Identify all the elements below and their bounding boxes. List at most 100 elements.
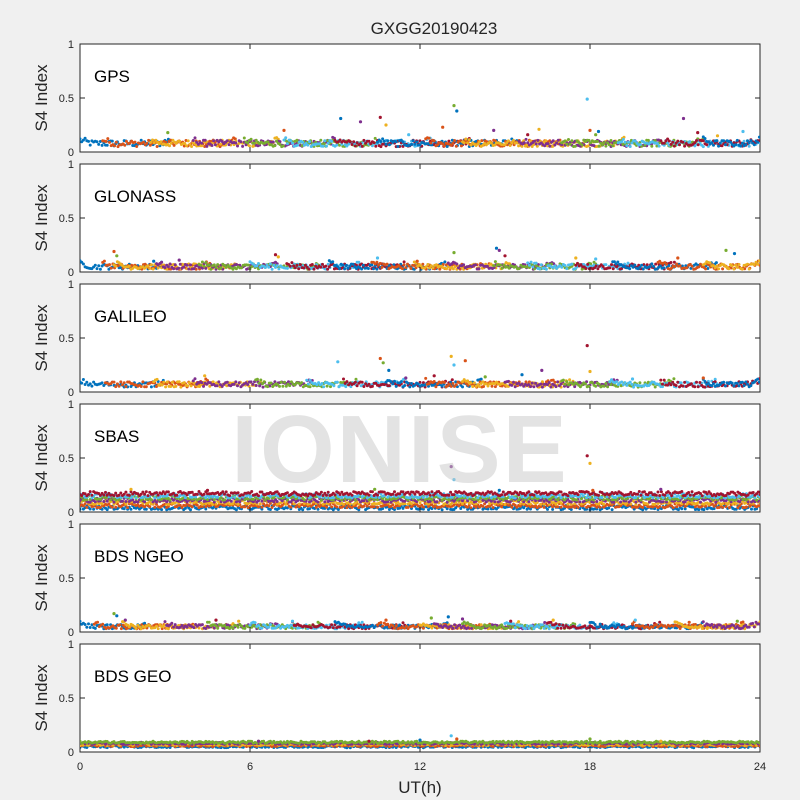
data-point (413, 383, 417, 387)
data-point (281, 384, 285, 388)
data-point (559, 501, 563, 505)
data-point (223, 263, 226, 267)
data-point (114, 140, 118, 144)
data-point (445, 500, 449, 504)
data-point (747, 267, 751, 271)
data-point (628, 380, 632, 384)
data-point (281, 144, 285, 148)
data-point (122, 507, 126, 511)
data-point (229, 499, 233, 503)
data-point (434, 263, 438, 267)
data-point (298, 263, 302, 267)
data-point (508, 144, 512, 147)
data-point (326, 139, 330, 143)
data-point (410, 382, 413, 385)
data-point (338, 138, 342, 142)
data-point (362, 138, 366, 142)
data-point (744, 505, 748, 509)
data-point (403, 499, 407, 503)
data-point (223, 498, 226, 502)
data-point (284, 136, 288, 140)
data-point (102, 500, 106, 503)
data-point (379, 145, 383, 149)
data-point (671, 506, 675, 510)
data-point (160, 260, 164, 264)
data-point (594, 264, 598, 268)
data-point (484, 382, 488, 386)
data-point (275, 500, 279, 503)
data-point (214, 502, 218, 506)
data-point (100, 143, 104, 147)
data-point (203, 374, 207, 378)
data-point (650, 262, 654, 266)
y-tick-label: 0 (68, 387, 74, 399)
data-point (144, 385, 148, 389)
data-point (402, 263, 406, 267)
data-point (569, 500, 573, 504)
data-point (625, 383, 629, 387)
data-point (646, 380, 650, 384)
data-point (257, 262, 260, 265)
data-point (200, 144, 204, 148)
data-point (741, 129, 745, 134)
data-point (217, 380, 221, 384)
data-point (553, 380, 557, 384)
data-point (588, 128, 592, 132)
data-point (114, 505, 118, 509)
data-point (533, 267, 536, 271)
data-point (225, 380, 229, 384)
data-point (335, 143, 339, 147)
data-point (483, 375, 487, 379)
data-point (400, 267, 404, 271)
data-point (362, 504, 366, 508)
data-point (163, 266, 167, 270)
data-point (195, 140, 199, 144)
data-point (454, 380, 458, 384)
data-point (166, 131, 170, 135)
data-point (608, 380, 612, 384)
data-point (474, 263, 477, 267)
data-point (492, 264, 496, 268)
data-point (697, 508, 701, 512)
data-point (353, 380, 357, 384)
data-point (408, 385, 412, 389)
data-point (257, 505, 260, 509)
data-point (488, 502, 492, 506)
data-point (234, 141, 238, 145)
data-point (746, 262, 749, 266)
data-point (308, 140, 311, 144)
data-point (734, 263, 738, 267)
data-point (272, 500, 276, 504)
data-point (372, 141, 376, 145)
data-point (667, 264, 671, 268)
data-point (266, 385, 270, 389)
data-point (413, 142, 417, 146)
data-point (227, 143, 231, 147)
data-point (237, 381, 241, 385)
data-point (107, 502, 111, 506)
data-point (699, 262, 702, 266)
data-point (606, 385, 610, 389)
data-point (607, 506, 611, 510)
data-point (633, 263, 637, 267)
data-point (154, 138, 158, 142)
data-point (568, 142, 572, 146)
data-point (320, 382, 324, 385)
data-point (205, 144, 209, 148)
data-point (178, 503, 182, 507)
data-point (565, 142, 569, 146)
data-point (510, 505, 514, 509)
data-point (346, 266, 350, 270)
data-point (752, 263, 756, 267)
data-point (703, 385, 707, 389)
data-point (128, 141, 132, 145)
data-point (190, 145, 194, 148)
data-point (536, 138, 540, 142)
data-point (612, 500, 616, 504)
data-point (601, 143, 604, 147)
data-point (340, 142, 344, 146)
data-point (696, 385, 700, 389)
data-point (148, 505, 152, 509)
data-point (486, 507, 490, 511)
data-point (212, 139, 216, 143)
